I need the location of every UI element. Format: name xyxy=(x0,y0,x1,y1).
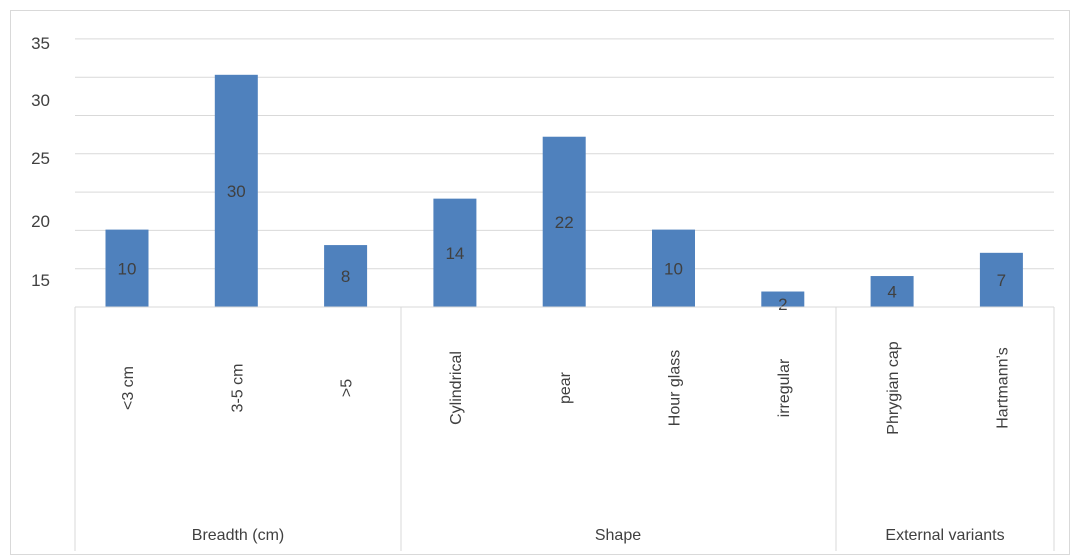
data-label: 4 xyxy=(887,283,896,302)
data-label: 30 xyxy=(227,182,246,201)
bar xyxy=(870,276,914,307)
group-label: External variants xyxy=(885,527,1004,544)
data-label: 2 xyxy=(778,295,787,314)
bar xyxy=(761,291,805,307)
category-label: pear xyxy=(557,371,574,404)
data-label: 10 xyxy=(664,259,683,278)
category-label: Hartmann’s xyxy=(994,347,1011,429)
data-label: 14 xyxy=(445,244,464,263)
bar xyxy=(979,252,1023,307)
bar xyxy=(433,198,477,307)
data-label: 7 xyxy=(997,271,1006,290)
group-label: Shape xyxy=(595,527,641,544)
category-label: <3 cm xyxy=(120,366,137,410)
category-label: Hour glass xyxy=(667,350,684,426)
y-tick-label: 20 xyxy=(31,212,50,231)
y-tick-label: 15 xyxy=(31,271,50,290)
category-label: >5 xyxy=(339,379,356,397)
category-label: Phrygian cap xyxy=(885,341,902,434)
category-label: irregular xyxy=(776,358,793,417)
category-label: Cylindrical xyxy=(448,351,465,425)
y-tick-label: 30 xyxy=(31,91,50,110)
group-label: Breadth (cm) xyxy=(192,527,284,544)
bars xyxy=(105,74,1023,307)
data-label: 8 xyxy=(341,267,350,286)
y-tick-label: 25 xyxy=(31,149,50,168)
bar xyxy=(324,245,368,307)
data-label: 10 xyxy=(118,259,137,278)
bar xyxy=(214,74,258,307)
y-tick-label: 35 xyxy=(31,34,50,53)
category-axis: <3 cm 3-5 cm >5 Cylindrical pear Hour glass ir… xyxy=(74,306,1055,551)
bar xyxy=(105,229,149,307)
bar xyxy=(542,136,586,307)
data-label: 22 xyxy=(555,213,574,232)
y-axis-tick-labels: 15 20 25 30 35 xyxy=(31,34,50,290)
data-labels: 10 30 8 14 22 10 2 4 7 xyxy=(118,182,1007,314)
bar xyxy=(652,229,695,307)
category-label: 3-5 cm xyxy=(229,364,246,413)
